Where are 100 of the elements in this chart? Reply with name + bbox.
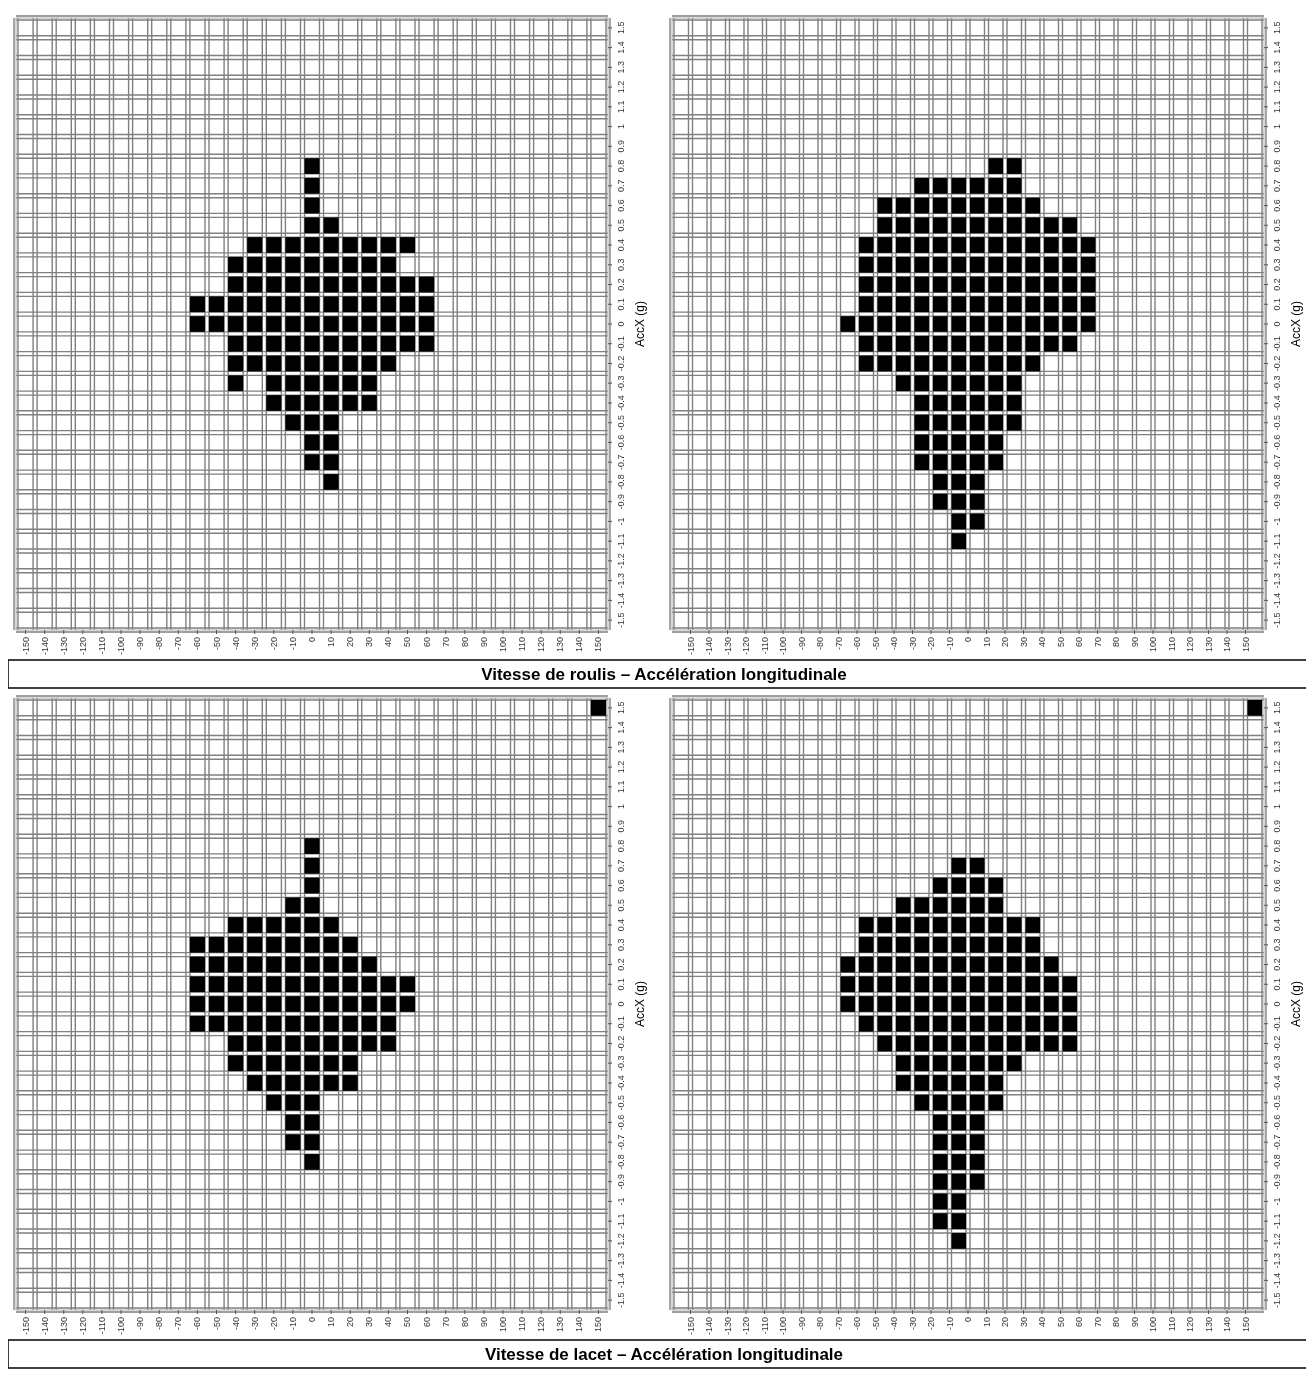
y-tick-label: 0.4 xyxy=(616,238,626,252)
x-tick-label: -20 xyxy=(926,1317,936,1331)
x-tick-label: 10 xyxy=(981,1317,992,1328)
x-tick-label: 150 xyxy=(593,1317,604,1333)
y-tick-label: -1.4 xyxy=(616,592,626,609)
y-tick-label: -0.1 xyxy=(616,1015,626,1032)
y-tick-label: 1 xyxy=(1272,804,1282,810)
y-tick-label: 0.5 xyxy=(616,219,626,232)
x-tick-label: 30 xyxy=(1018,637,1029,648)
x-tick-label: -140 xyxy=(39,1317,50,1336)
y-axis-title: AccX (g) xyxy=(633,300,647,348)
y-tick-label: 0.9 xyxy=(1272,820,1282,833)
y-tick-label: -1.3 xyxy=(616,1252,626,1269)
x-tick-label: 50 xyxy=(402,1317,413,1328)
y-tick-label: -1.4 xyxy=(1272,1272,1282,1289)
x-tick-label: -50 xyxy=(211,1317,222,1331)
y-tick-label: -0.5 xyxy=(616,414,626,431)
y-tick-label: 1.4 xyxy=(1272,41,1282,54)
x-tick-label: -90 xyxy=(796,1317,807,1331)
y-tick-label: -0.8 xyxy=(616,1154,626,1170)
x-tick-label: 140 xyxy=(574,637,585,653)
x-tick-label: 50 xyxy=(402,637,413,648)
y-tick-label: 0.9 xyxy=(616,140,626,153)
y-tick-label: 0.8 xyxy=(1272,839,1282,853)
y-tick-label: -1.2 xyxy=(616,553,626,569)
y-tick-label: -1.3 xyxy=(1272,572,1282,589)
y-tick-label: -0.2 xyxy=(1272,355,1282,372)
x-tick-label: 40 xyxy=(1037,637,1047,648)
x-tick-label: -150 xyxy=(20,1317,31,1336)
y-tick-label: -0.9 xyxy=(1272,1173,1282,1190)
x-tick-label: -20 xyxy=(926,637,936,651)
x-tick-label: 130 xyxy=(1203,1317,1214,1333)
x-tick-label: 150 xyxy=(1240,1317,1251,1333)
y-tick-label: 1.5 xyxy=(1272,21,1282,35)
y-tick-label: -0.6 xyxy=(616,434,626,451)
x-tick-label: 100 xyxy=(1148,1317,1158,1333)
x-tick-label: 100 xyxy=(497,637,508,653)
y-tick-label: -1 xyxy=(616,517,626,526)
y-tick-label: -1.1 xyxy=(616,1213,626,1229)
x-tick-label: -70 xyxy=(833,1317,844,1331)
y-tick-label: -1.1 xyxy=(616,533,626,549)
x-tick-label: 90 xyxy=(1129,1317,1140,1328)
x-tick-label: 50 xyxy=(1055,1317,1066,1328)
y-tick-label: 0.8 xyxy=(1272,159,1282,173)
y-tick-label: 0 xyxy=(1272,321,1282,327)
x-tick-label: 0 xyxy=(963,1317,973,1323)
x-tick-label: -50 xyxy=(870,637,881,651)
y-tick-label: -0.4 xyxy=(1272,1075,1282,1091)
y-tick-label: -0.2 xyxy=(616,1035,626,1052)
x-tick-label: 60 xyxy=(1074,1317,1084,1328)
x-tick-label: -130 xyxy=(58,1317,69,1336)
y-axis-title: AccX (g) xyxy=(1289,300,1303,348)
y-tick-label: 1 xyxy=(616,124,626,130)
y-tick-label: 0.4 xyxy=(1272,238,1282,252)
x-tick-label: 130 xyxy=(555,1317,566,1333)
y-tick-label: 1.2 xyxy=(1272,80,1282,94)
x-tick-label: 20 xyxy=(345,637,356,648)
y-tick-label: -1.1 xyxy=(1272,533,1282,549)
x-tick-label: -70 xyxy=(173,1317,184,1331)
x-tick-label: -140 xyxy=(704,1317,714,1336)
x-tick-label: -140 xyxy=(39,637,50,656)
y-tick-label: 0 xyxy=(616,1001,626,1007)
y-tick-label: 0.2 xyxy=(616,278,626,291)
y-tick-label: 0.2 xyxy=(1272,958,1282,971)
y-tick-label: 1.4 xyxy=(616,721,626,734)
y-tick-label: 0.5 xyxy=(1272,219,1282,232)
y-tick-label: 1.3 xyxy=(1272,741,1282,754)
x-tick-label: 90 xyxy=(478,637,489,648)
x-tick-label: -100 xyxy=(116,637,127,656)
y-tick-label: -1.5 xyxy=(1272,612,1282,628)
x-tick-label: -120 xyxy=(741,1317,751,1336)
y-tick-label: 0.3 xyxy=(616,258,626,272)
y-tick-label: -1 xyxy=(1272,1197,1282,1206)
x-tick-label: -60 xyxy=(192,637,203,651)
y-tick-label: -0.2 xyxy=(616,355,626,372)
y-tick-label: -0.9 xyxy=(1272,493,1282,510)
y-tick-label: 0.9 xyxy=(616,820,626,833)
y-tick-label: -0.3 xyxy=(616,1055,626,1071)
x-tick-label: 140 xyxy=(574,1317,585,1333)
x-tick-label: 20 xyxy=(1000,637,1010,648)
x-tick-label: -60 xyxy=(192,1317,203,1331)
y-tick-label: -0.1 xyxy=(1272,335,1282,352)
x-tick-label: -110 xyxy=(96,637,107,655)
y-tick-label: -0.1 xyxy=(1272,1015,1282,1032)
y-tick-label: 1.3 xyxy=(1272,61,1282,74)
x-tick-label: 0 xyxy=(307,1317,317,1323)
y-tick-label: 0.6 xyxy=(1272,199,1282,212)
x-tick-label: 70 xyxy=(1092,637,1103,648)
y-tick-label: 1.1 xyxy=(616,780,626,794)
x-tick-label: -10 xyxy=(287,637,298,651)
x-tick-label: 80 xyxy=(459,637,470,648)
x-tick-label: -60 xyxy=(852,637,862,651)
y-tick-label: 1.2 xyxy=(1272,760,1282,774)
y-tick-label: 1 xyxy=(1272,124,1282,130)
y-tick-label: 0.3 xyxy=(1272,938,1282,952)
x-tick-label: 100 xyxy=(1148,637,1158,653)
y-tick-label: 0.7 xyxy=(1272,179,1282,193)
y-tick-label: -0.8 xyxy=(1272,1154,1282,1170)
x-tick-label: 60 xyxy=(421,637,432,648)
y-tick-label: 1.5 xyxy=(1272,701,1282,715)
